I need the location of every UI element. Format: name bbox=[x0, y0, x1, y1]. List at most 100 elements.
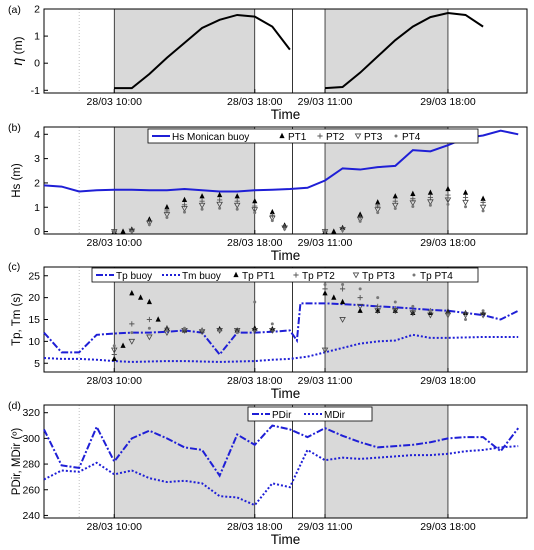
data-point bbox=[251, 327, 259, 334]
data-point bbox=[331, 294, 337, 300]
shaded-window-1 bbox=[114, 9, 255, 93]
data-point bbox=[322, 290, 328, 296]
data-point bbox=[234, 193, 240, 199]
data-point bbox=[146, 334, 153, 341]
y-tick-label: 260 bbox=[22, 484, 40, 496]
panel-label: (a) bbox=[8, 4, 21, 16]
data-point bbox=[110, 347, 118, 354]
data-point bbox=[200, 207, 204, 211]
panel-label: (b) bbox=[8, 122, 21, 134]
legend-marker bbox=[412, 273, 416, 277]
x-tick-label: 28/03 10:00 bbox=[87, 237, 143, 249]
panel-c: 5 10 15 20 25 28/03 10:00 28/03 18:00 29/03 11:… bbox=[8, 261, 528, 401]
y-tick-label: 0 bbox=[34, 58, 40, 70]
data-point bbox=[357, 295, 363, 301]
data-point bbox=[480, 199, 486, 205]
data-point bbox=[269, 327, 276, 334]
data-point bbox=[411, 205, 415, 209]
plot-frame bbox=[43, 126, 528, 235]
data-point bbox=[464, 205, 468, 209]
x-tick-label: 29/03 11:00 bbox=[298, 375, 353, 387]
data-point bbox=[462, 312, 469, 319]
shaded-window-2 bbox=[325, 9, 448, 93]
data-point bbox=[323, 283, 327, 286]
data-point bbox=[480, 195, 486, 201]
legend-marker bbox=[293, 272, 299, 278]
series-line-2 bbox=[324, 12, 484, 90]
data-point bbox=[146, 298, 152, 305]
data-point bbox=[393, 300, 397, 304]
legend-label: Tp PT1 bbox=[242, 271, 275, 282]
x-tick-label: 28/03 10:00 bbox=[87, 96, 143, 108]
panel-b: 0 1 2 3 4 28/03 10:00 28/03 18:00 29/03 11:00 29… bbox=[8, 122, 528, 263]
legend-label: PT3 bbox=[364, 132, 383, 143]
series-line-1 bbox=[114, 13, 291, 90]
data-point bbox=[375, 303, 381, 309]
shaded-window-2 bbox=[325, 127, 448, 234]
legend-label: PT2 bbox=[326, 132, 345, 143]
series-line bbox=[43, 129, 519, 193]
legend-marker bbox=[352, 272, 360, 279]
panel-label: (d) bbox=[8, 400, 21, 412]
series-tp-buoy bbox=[43, 302, 519, 357]
series-line bbox=[43, 424, 520, 478]
y-tick-label: 2 bbox=[34, 177, 40, 189]
legend-label: Tp PT2 bbox=[302, 271, 335, 282]
data-point bbox=[481, 209, 485, 213]
y-tick-label: 5 bbox=[34, 358, 40, 370]
legend-label: PT1 bbox=[288, 132, 307, 143]
data-point bbox=[183, 210, 187, 214]
data-point bbox=[183, 326, 187, 330]
series-hs-monican-buoy bbox=[43, 129, 519, 193]
legend-label: PT4 bbox=[402, 132, 421, 143]
data-point bbox=[339, 317, 346, 323]
data-point bbox=[253, 211, 257, 215]
legend-label: Tp PT4 bbox=[420, 271, 453, 282]
data-point bbox=[218, 328, 222, 332]
legend-label: Tp buoy bbox=[116, 271, 152, 282]
data-point bbox=[283, 227, 287, 231]
data-point bbox=[251, 207, 259, 214]
y-tick-label: 10 bbox=[28, 336, 40, 348]
data-point bbox=[428, 203, 432, 207]
shaded-window-1 bbox=[114, 267, 255, 372]
x-tick-label: 28/03 18:00 bbox=[227, 237, 283, 249]
legend-label: MDir bbox=[324, 410, 346, 421]
data-point bbox=[129, 321, 135, 327]
data-point bbox=[130, 331, 134, 335]
series-line bbox=[43, 333, 519, 363]
data-point bbox=[341, 228, 345, 232]
legend: Tp buoy Tm buoy Tp PT1 Tp PT2 Tp PT3 Tp PT4 bbox=[91, 267, 479, 283]
data-point bbox=[375, 199, 381, 205]
series-mdir bbox=[43, 445, 519, 507]
data-point bbox=[120, 342, 126, 348]
y-tick-label: 1 bbox=[34, 202, 40, 214]
data-point bbox=[128, 338, 136, 345]
data-point bbox=[374, 207, 381, 214]
data-point bbox=[409, 200, 417, 207]
y-tick-label: 3 bbox=[34, 153, 40, 165]
data-point bbox=[216, 201, 223, 208]
data-point bbox=[356, 303, 364, 310]
series-line bbox=[324, 12, 484, 90]
legend-label: Tm buoy bbox=[182, 271, 221, 282]
data-point bbox=[235, 331, 239, 335]
data-point bbox=[164, 204, 170, 210]
data-point bbox=[446, 313, 450, 317]
data-point bbox=[391, 202, 399, 209]
data-point bbox=[112, 230, 116, 234]
x-tick-label: 29/03 18:00 bbox=[420, 237, 476, 249]
data-point bbox=[130, 230, 134, 234]
data-point bbox=[376, 211, 380, 215]
data-point bbox=[374, 308, 381, 315]
x-axis-label: Time bbox=[271, 107, 301, 122]
y-tick-label: 15 bbox=[28, 314, 40, 326]
x-tick-label: 28/03 10:00 bbox=[87, 375, 143, 387]
x-axis-label: Time bbox=[271, 386, 301, 401]
x-axis-label: Time bbox=[271, 248, 301, 263]
data-point bbox=[138, 294, 144, 300]
series-tm-buoy bbox=[43, 333, 519, 363]
data-point bbox=[270, 322, 274, 326]
data-point bbox=[357, 211, 363, 217]
series-pt4 bbox=[112, 202, 485, 234]
